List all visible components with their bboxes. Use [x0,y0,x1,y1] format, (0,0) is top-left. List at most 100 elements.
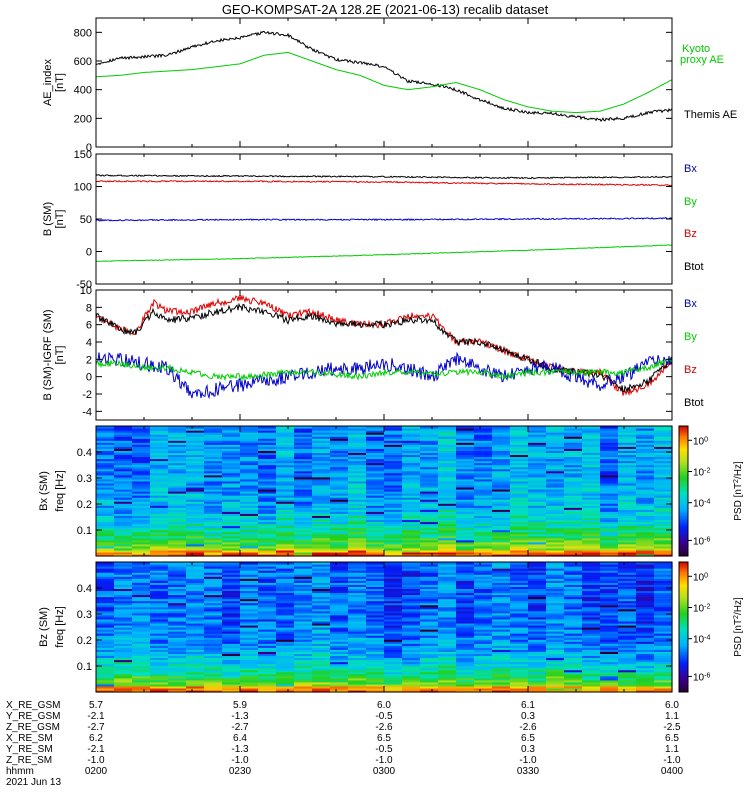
spectrogram-cell [330,594,349,598]
spectrogram-cell [312,606,331,610]
xaxis-cell: -1.3 [231,711,249,722]
spectrogram-cell [510,663,529,667]
spectrogram-cell [600,456,619,460]
spectrogram-cell [204,482,223,486]
spectrogram-cell [438,533,457,537]
spectrogram-cell [258,551,277,555]
spectrogram-cell [402,454,421,458]
spectrogram-cell [132,618,151,622]
spectrogram-cell [150,553,169,557]
spectrogram-cell [132,584,151,587]
spectrogram-cell [510,426,529,429]
spectrogram-cell [186,436,205,439]
spectrogram-cell [276,446,295,449]
b_sm-ytick-label: 0 [86,247,92,259]
spectrogram-cell [474,641,493,644]
spectrogram-cell [618,438,637,441]
spectrogram-cell [510,430,529,433]
spectrogram-cell [132,659,151,663]
spectrogram-cell [582,505,601,508]
spectrogram-cell [492,578,511,581]
spectrogram-cell [96,562,115,565]
spectrogram-cell [492,673,511,677]
spectrogram-cell [384,539,403,543]
spectrogram-cell [186,428,205,431]
spectrogram-cell [618,513,637,516]
spectrogram-cell [132,472,151,476]
spectrogram-cell [420,689,439,693]
spectrogram-cell [114,679,133,683]
spectrogram-cell [546,624,565,628]
spectrogram-cell [348,458,367,462]
spectrogram-cell [456,683,475,687]
spectrogram-cell [132,525,151,529]
spectrogram-cell [132,582,151,585]
spectrogram-cell [276,568,295,571]
spectrogram-cell [240,614,259,618]
spectrogram-cell [312,509,331,512]
spectrogram-cell [564,462,583,466]
spectrogram-cell [510,466,529,470]
spectrogram-cell [348,547,367,551]
spectrogram-cell [114,507,133,510]
spectrogram-cell [420,426,439,429]
spectrogram-cell [348,612,367,616]
spectrogram-cell [582,450,601,454]
spectrogram-cell [150,568,169,571]
spectrogram-cell [474,614,493,618]
spectrogram-cell [132,491,151,494]
spectrogram-cell [582,432,601,435]
spectrogram-cell [510,442,529,445]
spectrogram-cell [618,578,637,581]
spectrogram-cell [492,478,511,482]
spectrogram-cell [474,521,493,525]
spectrogram-cell [222,474,241,478]
spectrogram-cell [240,468,259,472]
spectrogram-cell [438,541,457,545]
spectrogram-cell [600,428,619,431]
spectrogram-cell [510,608,529,612]
spectrogram-cell [312,612,331,616]
spectrogram-cell [276,598,295,602]
spectrogram-cell [222,513,241,516]
spectrogram-cell [114,448,133,451]
spectrogram-cell [366,495,385,498]
spectrogram-cell [546,639,565,642]
spectrogram-cell [294,661,313,665]
spectrogram-cell [312,543,331,547]
spectrogram-cell [636,537,655,541]
spectrogram-cell [204,576,223,579]
spectrogram-cell [402,462,421,466]
spectrogram-cell [510,519,529,523]
spectrogram-cell [492,426,511,429]
spectrogram-cell [654,450,673,454]
spectrogram-cell [402,474,421,478]
spectrogram-cell [330,513,349,516]
spectrogram-cell [600,663,619,667]
spectrogram-cell [456,637,475,640]
spectrogram-cell [456,543,475,547]
spectrogram-cell [330,614,349,618]
spectrogram-cell [582,454,601,458]
spectrogram-cell [294,426,313,429]
spectrogram-cell [384,685,403,689]
spectrogram-cell [438,681,457,685]
spectrogram-cell [150,474,169,478]
spectrogram-cell [348,488,367,492]
spectrogram-cell [150,535,169,539]
spectrogram-cell [402,432,421,435]
spectrogram-cell [510,596,529,600]
spectrogram-cell [240,643,259,646]
spectrogram-cell [312,460,331,464]
spectrogram-cell [384,549,403,553]
spectrogram-cell [222,584,241,587]
spectrogram-cell [366,450,385,454]
spectrogram-cell [438,426,457,429]
spectrogram-cell [294,505,313,508]
spectrogram-cell [294,486,313,490]
spectrogram-cell [186,598,205,602]
spectrogram-cell [348,618,367,622]
b_sm-ytick-label: -50 [76,279,92,291]
spectrogram-cell [636,685,655,689]
spectrogram-cell [564,432,583,435]
